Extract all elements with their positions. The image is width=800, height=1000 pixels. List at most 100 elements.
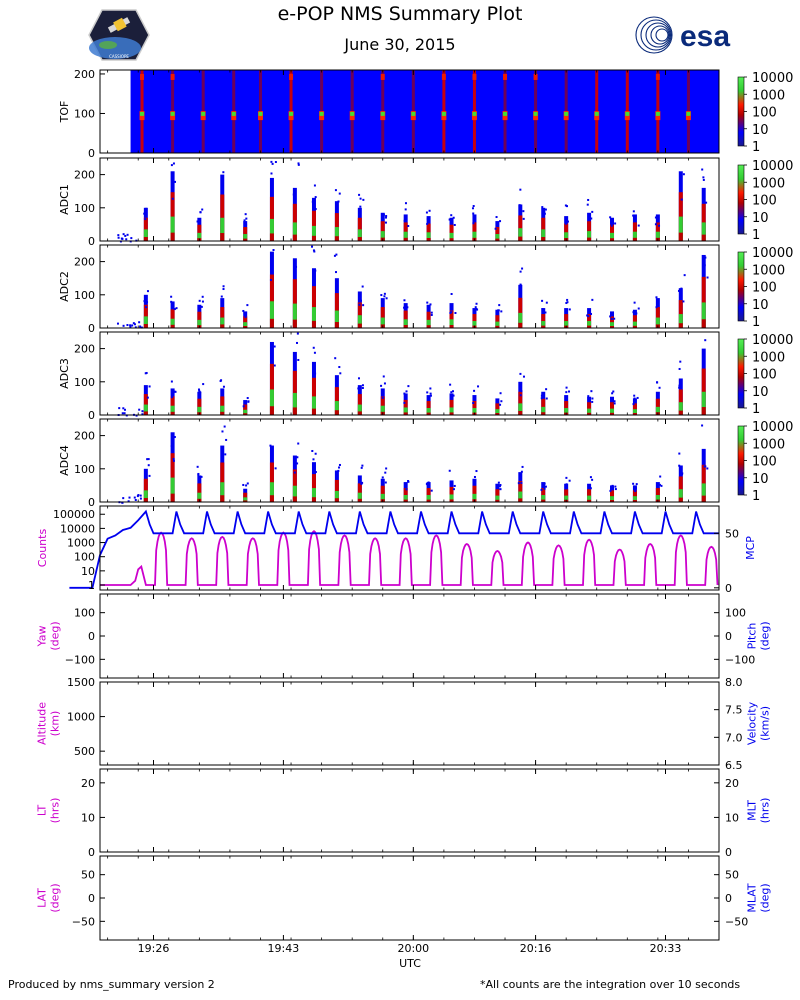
lat-mlat-ylabel-left-line: LAT [36,888,49,908]
adc3-noise-dot [138,408,141,411]
adc4-column-high [587,495,592,502]
adc2-column-base [143,324,148,328]
tof-spike-peak [686,111,691,116]
adc1-scatter-dot [609,216,612,219]
lat-mlat-ylabel-left-line: (deg) [49,883,62,912]
adc3-column-high [380,405,385,415]
adc3-scatter-dot [361,387,364,390]
adc1-column-base [495,238,500,241]
adc4-column-base [587,499,592,502]
lt-mlt-ylabel-right: MLT (hrs) [746,798,772,824]
adc1-scatter-dot [274,161,277,164]
adc2-frame [99,244,720,329]
altitude-velocity-ylabel-right-line: Velocity [746,701,759,745]
adc1-column-high [610,232,615,241]
adc1-colorbar-label: 1000 [752,176,785,191]
altitude-velocity-frame [99,681,720,766]
adc1-column-base [143,237,148,241]
tof-ylabel: TOF [58,101,71,124]
adc3-scatter-dot [313,351,316,354]
adc1-colorbar-label: 1 [752,228,760,243]
adc2-scatter-dot [568,308,571,311]
tof-spike-hotspot [655,73,660,80]
adc4-colorbar-label: 1 [752,489,760,504]
adc4-scatter-dot [681,473,684,476]
adc4-scatter-dot [271,450,274,453]
adc4-column-high [610,496,615,502]
adc2-scatter-dot [566,298,569,301]
adc4-scatter-dot [336,477,339,480]
adc3-scatter-dot [381,396,384,399]
yaw-pitch-ytick-right-label: −100 [725,653,755,666]
tof-spike-peak [533,111,538,116]
adc4-scatter-dot [271,460,274,463]
adc2-column-base [357,323,362,328]
adc2-column-base [269,318,274,328]
adc2-scatter-dot [333,254,336,257]
adc2-column-high [403,319,408,328]
adc4-column-high [197,492,202,502]
adc2-scatter-dot [269,278,272,281]
adc1-ytick-label: 200 [74,169,95,182]
adc2-scatter-dot [657,298,660,301]
tof-spike-peak [258,111,263,116]
adc2-scatter-dot [683,274,686,277]
adc4-scatter-dot [197,473,200,476]
adc4-scatter-dot [381,476,384,479]
adc3-scatter-dot [173,390,176,393]
adc2-column-high [311,307,316,328]
adc2-scatter-dot [566,301,569,304]
adc2-noise-dot [139,325,142,328]
adc2-scatter-dot [358,303,361,306]
adc2-scatter-dot [222,288,225,291]
adc1-scatter-dot [144,218,147,221]
adc3-scatter-dot [473,397,476,400]
adc1-scatter-dot [656,220,659,223]
adc3-column-high [334,401,339,415]
adc4-column-mid [357,483,362,502]
adc1-scatter-dot [658,224,661,227]
tof-spike-hotspot [140,73,145,80]
adc3-column-high [564,408,569,415]
adc2-scatter-dot [404,308,407,311]
adc1-ylabel-line: ADC1 [58,184,71,215]
adc2-column-high [587,321,592,328]
adc2-scatter-dot [383,292,386,295]
adc1-column-base [610,238,615,241]
adc2-scatter-dot [312,249,315,252]
adc2-scatter-dot [146,301,149,304]
adc1-scatter-dot [311,200,314,203]
adc1-scatter-dot [701,168,704,171]
adc3-column-high [269,389,274,415]
adc4-scatter-dot [706,467,709,470]
adc4-scatter-dot [430,489,433,492]
adc1-scatter-dot [407,224,410,227]
adc4-scatter-dot [614,488,617,491]
counts-mcp-ylabel-right: MCP [744,536,757,560]
tof-spike-peak [319,111,324,116]
adc3-scatter-dot [429,394,432,397]
adc1-scatter-dot [590,217,593,220]
adc4-scatter-dot [244,489,247,492]
adc1-column-base [518,236,523,241]
adc1-scatter-dot [403,219,406,222]
adc4-colorbar-label: 1000 [752,437,785,452]
adc4-column-high [269,482,274,502]
adc1-column-high [403,231,408,241]
adc4-column-base [632,500,637,502]
adc1-scatter-dot [359,197,362,200]
counts-mcp-ytick-right-label: 50 [725,527,739,540]
adc4-column-high [243,497,248,502]
adc1-column-mid [292,203,297,241]
altitude-velocity-ytick-label: 1500 [67,676,95,689]
adc2-scatter-dot [474,306,477,309]
adc2-column-base [426,325,431,328]
adc2-scatter-dot [272,249,275,252]
adc4-column-base [403,499,408,502]
adc4-scatter-dot [293,471,296,474]
adc4-scatter-dot [172,457,175,460]
adc4-column-base [269,495,274,502]
adc1-column-mid [678,192,683,241]
adc3-scatter-dot [382,375,385,378]
